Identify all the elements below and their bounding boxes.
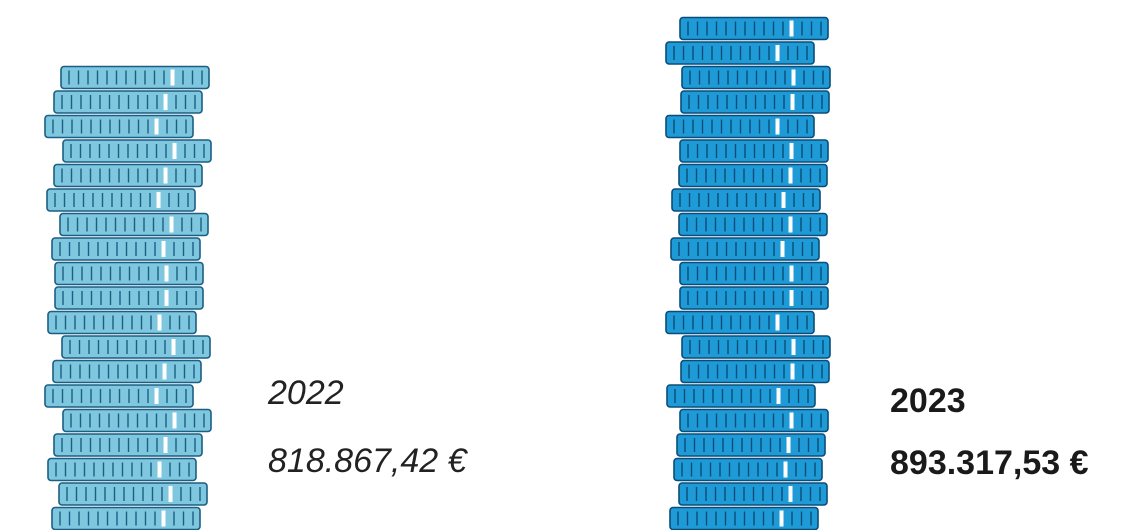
coin-shine (161, 241, 166, 257)
coin (679, 139, 829, 163)
coin (62, 408, 212, 433)
coin-shine (790, 94, 795, 110)
coin-stack (665, 16, 831, 530)
coin-shine (162, 363, 167, 380)
coin (54, 286, 204, 310)
coin (51, 506, 201, 530)
coin (665, 41, 815, 65)
coin (47, 457, 197, 482)
coin-shine (788, 216, 793, 233)
coin-shine (786, 437, 791, 453)
coin-shine (171, 339, 176, 355)
amount-2022: 818.867,42 € (268, 442, 467, 480)
coin (673, 457, 823, 482)
coin-shine (791, 339, 796, 355)
coin (669, 506, 819, 530)
coin (680, 90, 830, 114)
coin-shine (172, 143, 177, 159)
coin (676, 433, 826, 457)
coin-shine (789, 20, 794, 37)
coin-shine (168, 486, 173, 502)
coin-shine (169, 216, 174, 233)
coin-shine (156, 192, 161, 208)
coin-shine (783, 461, 788, 478)
coin-shine (776, 388, 781, 404)
coin-shine (788, 486, 793, 502)
coin-shine (154, 388, 159, 404)
coin-shine (163, 167, 168, 184)
coin-shine (164, 290, 169, 306)
coin-shine (780, 241, 785, 257)
coin (54, 261, 204, 286)
coin (52, 359, 202, 384)
coin-shine (789, 143, 794, 159)
coin (60, 65, 210, 90)
coin-shine (781, 192, 786, 208)
coin-shine (164, 265, 169, 282)
coin (44, 384, 194, 408)
coin (680, 359, 830, 384)
coin-shine (161, 510, 166, 527)
coin (58, 482, 208, 506)
coin (671, 188, 821, 212)
year-2023: 2023 (890, 382, 966, 420)
coin (46, 188, 196, 212)
coin (62, 139, 212, 163)
coin (53, 163, 203, 188)
coin (679, 261, 829, 286)
coin-shine (170, 69, 175, 86)
coin-shine (789, 265, 794, 282)
coin (51, 237, 201, 261)
coin-shine (172, 412, 177, 429)
coin (665, 310, 815, 335)
coin-shine (789, 290, 794, 306)
coin-shine (163, 437, 168, 453)
coin (681, 335, 831, 359)
coin (53, 90, 203, 114)
coin (678, 163, 828, 188)
coin-shine (157, 314, 162, 331)
coin-shine (790, 363, 795, 380)
coin (679, 16, 829, 41)
coin-shine (775, 314, 780, 331)
coin-shine (154, 118, 159, 135)
coin-shine (157, 461, 162, 478)
coin (59, 212, 209, 237)
coin (681, 65, 831, 90)
coin (678, 212, 828, 237)
coin (670, 237, 820, 261)
amount-2023: 893.317,53 € (890, 444, 1089, 482)
coin-stack (44, 65, 212, 530)
coin (44, 114, 194, 139)
coin-shine (775, 45, 780, 61)
coin (61, 335, 211, 359)
coin (678, 482, 828, 506)
coin (679, 286, 829, 310)
coin (53, 433, 203, 457)
coin-shine (163, 94, 168, 110)
coin (679, 408, 829, 433)
coin (666, 384, 816, 408)
coin-shine (775, 118, 780, 135)
coin (47, 310, 197, 335)
coin-shine (789, 412, 794, 429)
coin-shine (779, 510, 784, 527)
coin (665, 114, 815, 139)
coin-shine (791, 69, 796, 86)
year-2022: 2022 (268, 374, 344, 412)
coin-shine (788, 167, 793, 184)
